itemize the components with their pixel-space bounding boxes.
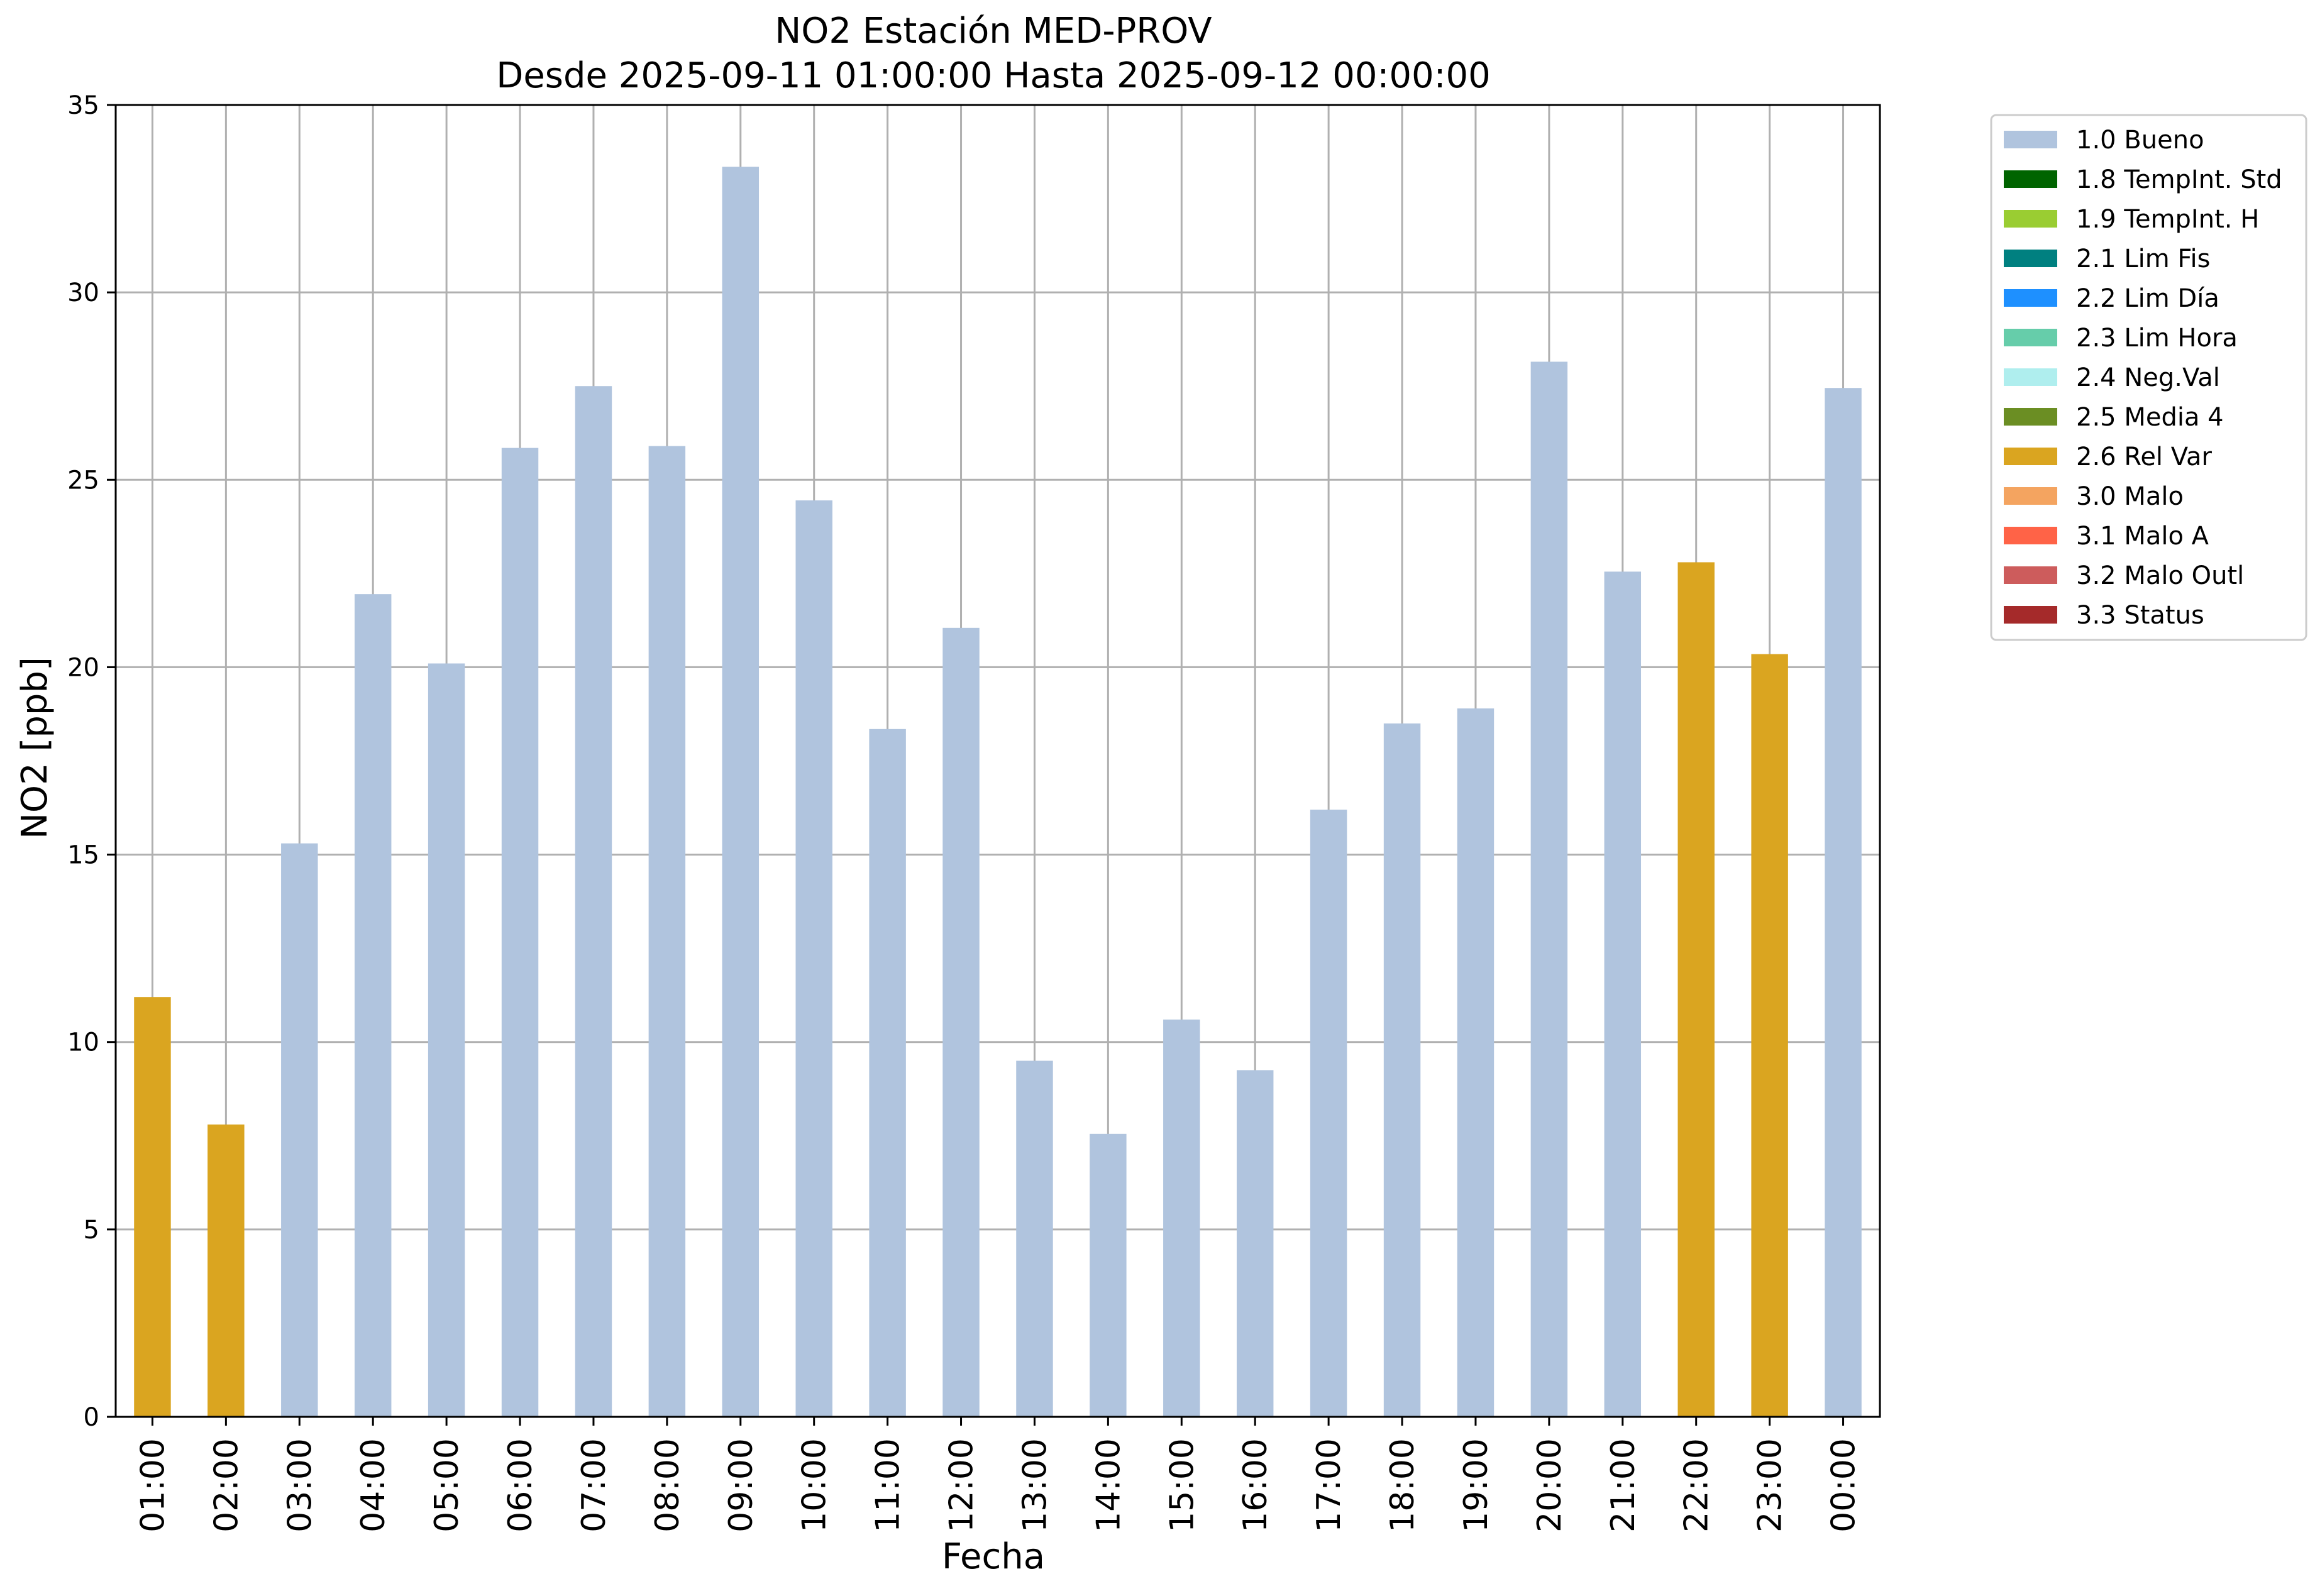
bar-2000 <box>1530 361 1568 1417</box>
legend-label: 3.3 Status <box>2076 601 2204 630</box>
x-tick-label: 14:00 <box>1090 1438 1127 1533</box>
y-ticks: 0 5 10 15 20 25 30 35 <box>67 91 116 1432</box>
legend-swatch <box>2004 250 2057 267</box>
legend-swatch <box>2004 487 2057 505</box>
bar-0400 <box>354 594 392 1417</box>
x-tick-label: 10:00 <box>796 1438 834 1533</box>
x-tick-label: 04:00 <box>355 1438 392 1533</box>
bar-1900 <box>1457 708 1495 1417</box>
legend-swatch <box>2004 566 2057 584</box>
bar-1200 <box>942 627 980 1417</box>
legend-swatch <box>2004 131 2057 148</box>
x-tick-label: 20:00 <box>1531 1438 1569 1533</box>
x-tick-label: 05:00 <box>428 1438 466 1533</box>
legend-label: 2.6 Rel Var <box>2076 443 2213 471</box>
x-tick-label: 09:00 <box>722 1438 760 1533</box>
bar-2300 <box>1751 654 1788 1417</box>
x-tick-label: 13:00 <box>1016 1438 1054 1533</box>
x-tick-label: 22:00 <box>1678 1438 1716 1533</box>
bar-1800 <box>1383 723 1421 1417</box>
legend-swatch <box>2004 170 2057 188</box>
legend-swatch <box>2004 289 2057 307</box>
plot-frame <box>114 104 1881 1418</box>
legend-label: 2.4 Neg.Val <box>2076 363 2220 392</box>
legend-label: 2.1 Lim Fis <box>2076 245 2210 273</box>
y-tick-label: 25 <box>67 466 99 495</box>
legend-label: 1.0 Bueno <box>2076 126 2204 155</box>
x-tick-label: 01:00 <box>134 1438 172 1533</box>
bar-1100 <box>869 729 906 1417</box>
chart-title: NO2 Estación MED-PROV <box>775 11 1212 52</box>
x-tick-label: 03:00 <box>281 1438 319 1533</box>
x-tick-label: 07:00 <box>575 1438 613 1533</box>
legend-swatch <box>2004 527 2057 544</box>
x-tick-label: 19:00 <box>1457 1438 1495 1533</box>
x-tick-label: 23:00 <box>1752 1438 1789 1533</box>
x-axis-label: Fecha <box>942 1536 1045 1577</box>
bar-0300 <box>281 843 318 1417</box>
chart-subtitle: Desde 2025-09-11 01:00:00 Hasta 2025-09-… <box>496 55 1491 96</box>
y-tick-label: 15 <box>67 841 99 870</box>
bar-1300 <box>1016 1060 1053 1417</box>
x-tick-label: 11:00 <box>870 1438 907 1533</box>
legend-label: 2.5 Media 4 <box>2076 403 2224 432</box>
bar-0700 <box>575 386 612 1417</box>
x-tick-label: 21:00 <box>1605 1438 1642 1533</box>
bar-0800 <box>648 446 686 1417</box>
y-tick-label: 35 <box>67 91 99 120</box>
bar-1700 <box>1310 810 1347 1417</box>
bar-1600 <box>1236 1070 1274 1417</box>
y-axis-label: NO2 [ppb] <box>14 657 55 839</box>
x-tick-label: 06:00 <box>502 1438 539 1533</box>
bar-1500 <box>1163 1019 1200 1417</box>
legend-label: 3.1 Malo A <box>2076 522 2209 551</box>
bar-2200 <box>1677 562 1715 1417</box>
legend-swatch <box>2004 368 2057 386</box>
x-tick-label: 12:00 <box>943 1438 981 1533</box>
legend-label: 3.2 Malo Outl <box>2076 561 2244 590</box>
legend-label: 2.2 Lim Día <box>2076 284 2219 313</box>
x-tick-label: 16:00 <box>1237 1438 1274 1533</box>
legend-label: 3.0 Malo <box>2076 482 2184 511</box>
bar-0100 <box>134 997 171 1417</box>
bars <box>134 167 1862 1417</box>
legend-swatch <box>2004 408 2057 426</box>
bar-0500 <box>428 663 465 1417</box>
legend: 1.0 Bueno 1.8 TempInt. Std 1.9 TempInt. H 2… <box>1990 114 2307 641</box>
bar-1000 <box>795 500 832 1417</box>
y-tick-label: 20 <box>67 653 99 682</box>
bar-0200 <box>207 1124 245 1417</box>
legend-label: 1.9 TempInt. H <box>2076 205 2259 234</box>
legend-label: 1.8 TempInt. Std <box>2076 165 2282 194</box>
x-tick-label: 08:00 <box>649 1438 687 1533</box>
y-tick-label: 0 <box>84 1403 99 1432</box>
legend-swatch <box>2004 448 2057 465</box>
bar-0600 <box>501 448 539 1417</box>
x-tick-label: 18:00 <box>1384 1438 1422 1533</box>
x-tick-label: 17:00 <box>1310 1438 1348 1533</box>
bar-1400 <box>1090 1133 1127 1417</box>
legend-frame <box>1990 114 2307 641</box>
y-tick-label: 30 <box>67 278 99 307</box>
legend-swatch <box>2004 606 2057 624</box>
x-tick-label: 15:00 <box>1163 1438 1201 1533</box>
y-tick-label: 10 <box>67 1028 99 1057</box>
bar-0900 <box>722 167 760 1417</box>
bar-0000 <box>1825 388 1862 1417</box>
legend-swatch <box>2004 210 2057 228</box>
legend-swatch <box>2004 329 2057 346</box>
x-tick-label: 00:00 <box>1825 1438 1863 1533</box>
bar-2100 <box>1604 571 1642 1417</box>
x-ticks: 01:00 02:00 03:00 04:00 05:00 06:00 07:00 08:00… <box>134 1417 1863 1533</box>
x-tick-label: 02:00 <box>207 1438 245 1533</box>
y-tick-label: 5 <box>84 1216 99 1245</box>
legend-label: 2.3 Lim Hora <box>2076 324 2238 353</box>
